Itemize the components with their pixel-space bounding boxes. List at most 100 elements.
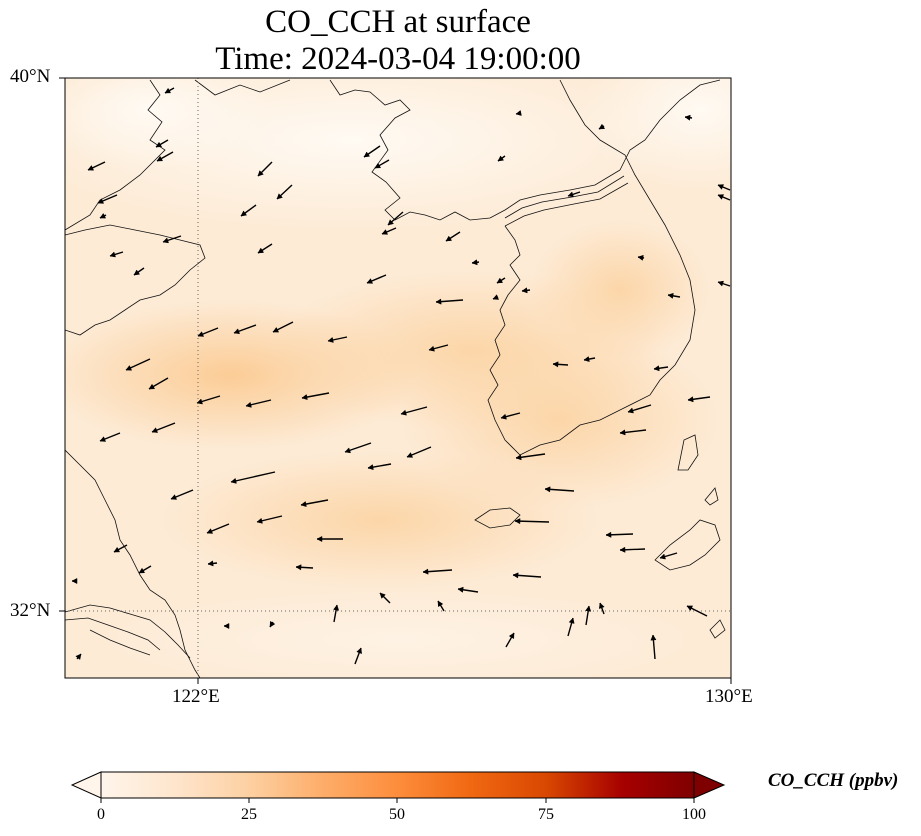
wind-arrow [684,114,693,121]
wind-arrow [156,151,174,162]
wind-arrow [113,544,128,553]
wind-arrow [521,287,531,294]
wind-arrow [75,653,82,660]
wind-arrow [619,429,647,436]
wind-arrow [437,600,445,612]
wind-arrow [497,155,506,162]
wind-arrow [240,204,257,217]
wind-arrow [637,254,645,261]
map-subtitle: Time: 2024-03-04 19:00:00 [215,41,581,77]
wind-arrow [206,523,230,534]
map-title: CO_CCH at surface [265,4,531,40]
map-frame [64,77,732,679]
wind-arrow [256,515,283,524]
wind-arrow [155,139,169,148]
wind-arrow [500,412,521,420]
wind-arrow [295,564,314,571]
wind-arrow [457,586,479,593]
wind-arrow [471,259,480,266]
wind-arrow [717,184,731,191]
wind-arrow [99,212,107,219]
colorbar-tick-0: 0 [97,806,105,823]
wind-arrow [406,446,432,458]
wind-arrow [387,211,404,226]
wind-arrow [492,294,499,300]
wind-arrow [515,110,522,116]
colorbar-tick-100: 100 [682,806,706,823]
wind-arrow [162,235,182,244]
wind-arrow [99,432,121,442]
wind-arrow [687,396,711,403]
colorbar [70,771,726,803]
colorbar-tick-75: 75 [538,806,554,823]
gridlines [65,78,731,678]
wind-arrow [619,546,646,553]
wind-arrow [512,572,542,579]
wind-arrow [627,404,652,414]
wind-arrow [272,321,294,333]
colorbar-tick-50: 50 [389,806,405,823]
wind-arrow [300,499,329,508]
wind-arrow [686,605,708,617]
wind-arrow [133,267,145,276]
colorbar-tick-25: 25 [241,806,257,823]
wind-arrow [428,344,449,352]
lon-label-122e: 122°E [172,686,220,707]
wind-arrow [257,161,273,177]
wind-arrow [366,274,387,284]
wind-arrow [717,280,731,287]
lat-label-40n: 40°N [10,66,51,87]
wind-arrow [567,191,581,198]
wind-arrow [379,592,391,604]
wind-arrow [367,463,392,471]
colorbar-label: CO_CCH (ppbv) [768,770,899,791]
lat-label-32n: 32°N [10,600,51,621]
wind-arrow [327,336,348,343]
wind-arrow [257,243,273,254]
wind-arrow [170,489,194,500]
wind-arrow [374,159,390,169]
wind-arrow [197,327,219,337]
wind-arrow [717,194,731,201]
wind-arrow [552,361,569,368]
wind-arrow [653,365,669,372]
wind-arrow [109,251,124,258]
wind-arrow [87,161,106,171]
axis-ticks [59,77,732,684]
wind-arrow [667,292,681,299]
wind-arrow [164,87,175,94]
wind-arrow [515,453,546,461]
wind-arrow [233,324,257,335]
wind-arrow [354,647,362,665]
coastlines [65,79,726,678]
wind-arrow [363,145,381,158]
wind-arrow [435,298,464,305]
wind-arrow [207,560,218,567]
wind-arrow [333,604,340,623]
concentration-field [65,78,731,678]
wind-arrow [71,577,78,585]
wind-arrow [151,422,176,433]
wind-arrow [598,602,605,615]
wind-arrow [422,568,453,575]
wind-arrow [97,194,118,204]
wind-arrow [269,620,276,628]
wind-arrow [301,392,330,401]
wind-arrow [196,395,221,405]
wind-arrow [514,518,550,525]
wind-arrow [567,617,575,637]
wind-arrow [223,622,230,630]
wind-arrow [544,486,575,493]
wind-arrow [598,123,606,130]
wind-arrow [445,231,461,242]
wind-arrow [344,442,372,454]
wind-arrow [125,358,151,371]
wind-arrow [138,565,152,574]
wind-arrow [650,634,657,660]
wind-arrow [381,227,397,235]
wind-vectors [71,87,731,665]
wind-arrow [400,406,428,416]
wind-arrow [583,356,596,363]
wind-arrow [496,277,506,284]
